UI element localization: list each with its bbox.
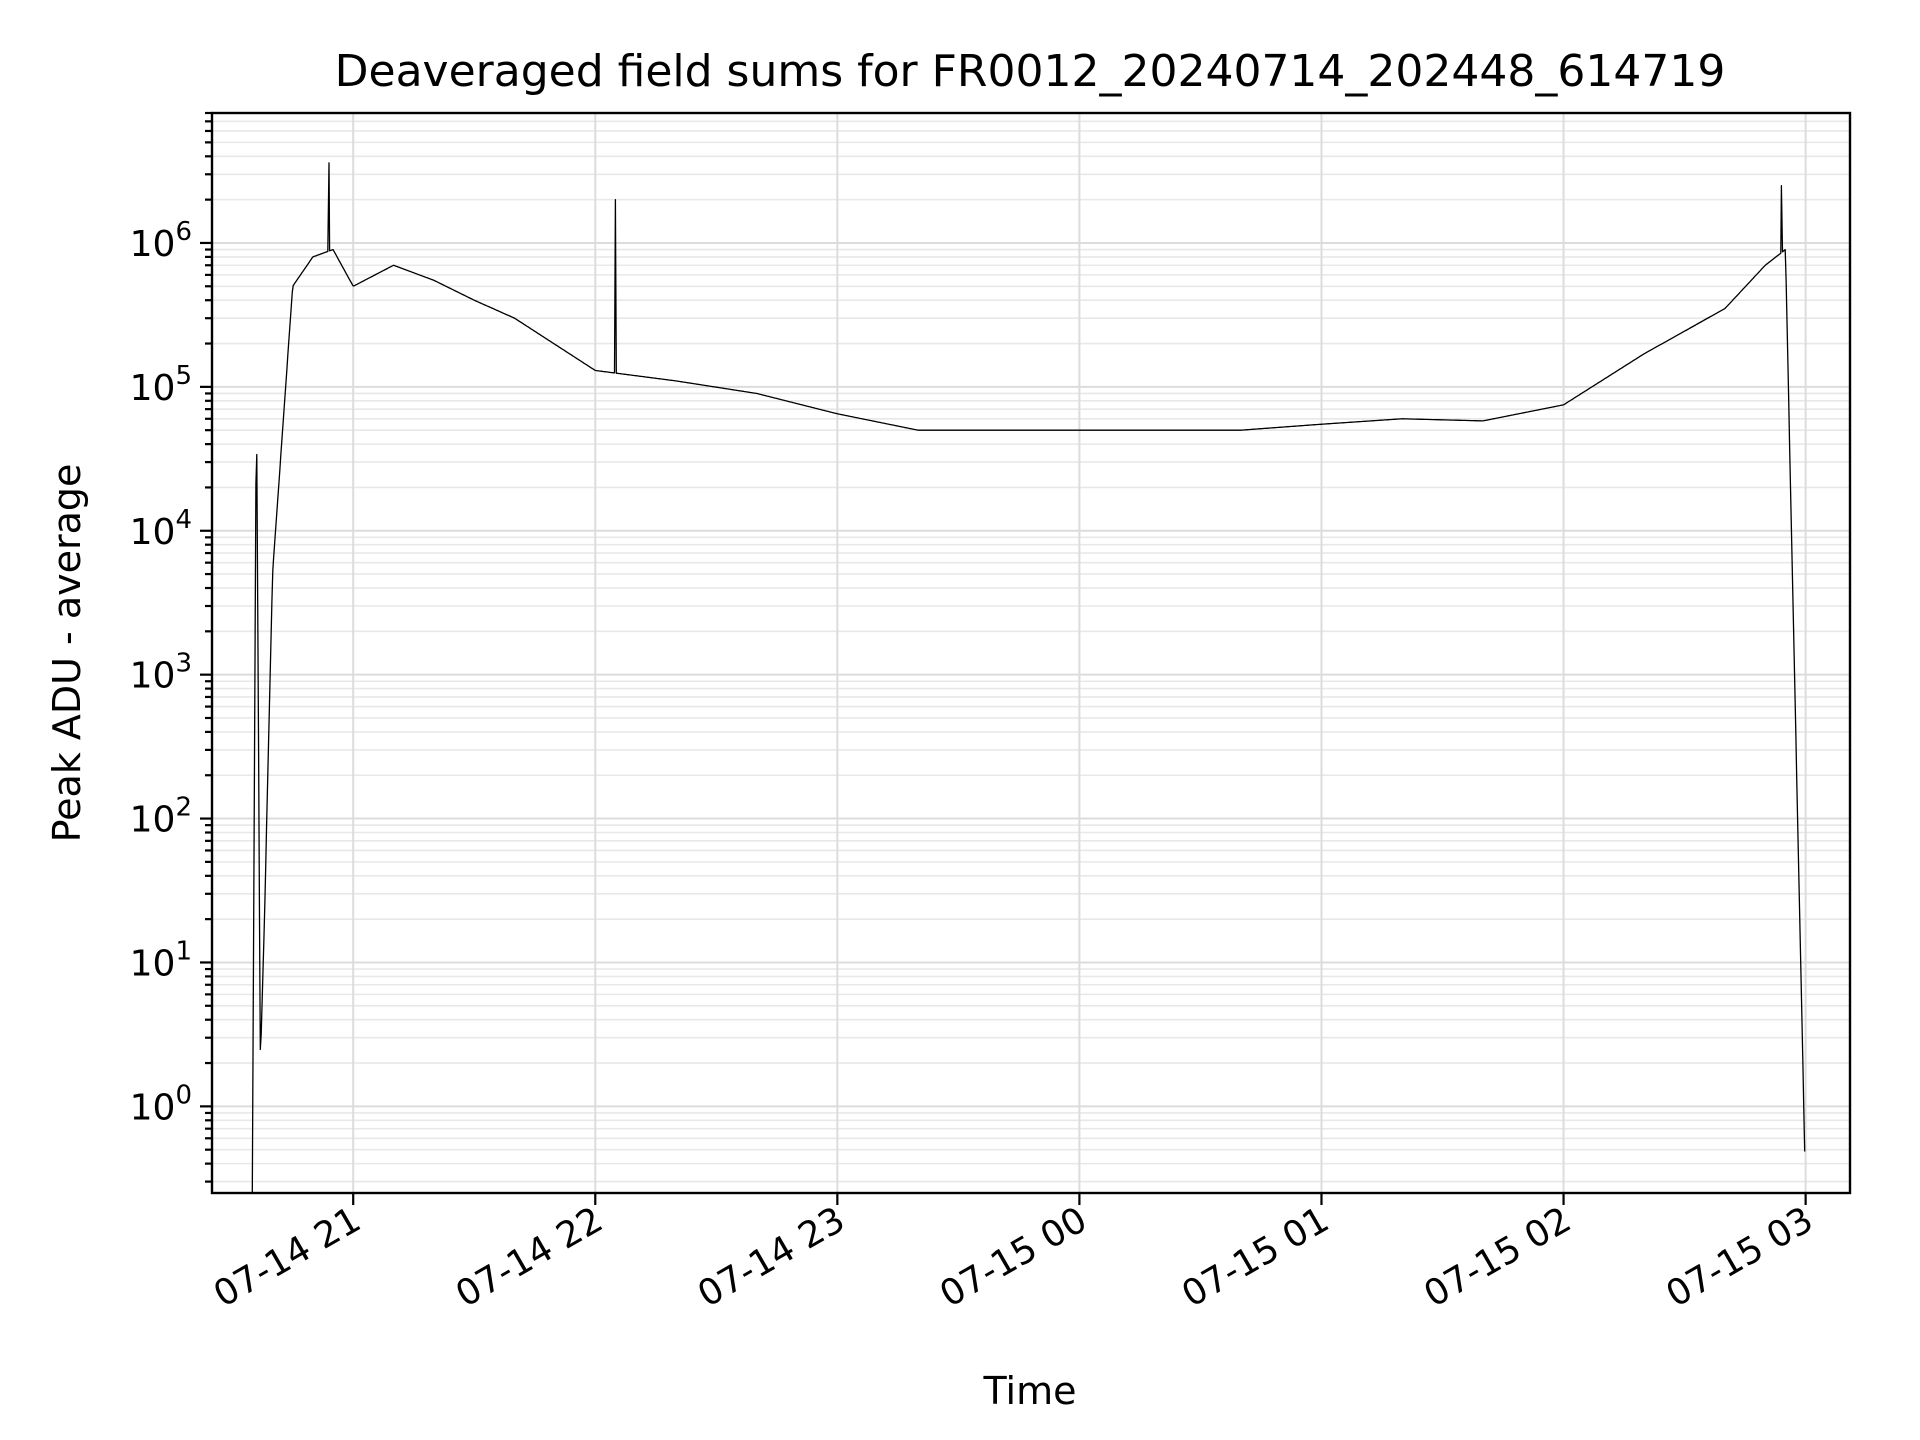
chart-title: Deaveraged field sums for FR0012_2024071… [335,46,1726,97]
y-tick-label-3: 103 [130,649,192,697]
series-line [251,162,1806,1194]
y-tick-exponent: 1 [175,936,192,966]
y-tick-label-6: 106 [130,217,192,265]
x-tick-label-0: 07-14 21 [207,1199,368,1315]
y-tick-exponent: 0 [175,1080,192,1110]
x-axis-label: Time [983,1369,1077,1413]
x-tick-label-1: 07-14 22 [449,1199,610,1315]
x-tick-label-3: 07-15 00 [933,1199,1094,1315]
y-axis-label: Peak ADU - average [45,464,89,843]
y-tick-base: 10 [130,368,176,409]
x-tick-label-5: 07-15 02 [1417,1199,1578,1315]
y-tick-label-1: 101 [130,936,192,984]
y-tick-exponent: 3 [175,649,192,679]
y-tick-exponent: 4 [175,505,192,535]
x-tick-label-4: 07-15 01 [1175,1199,1336,1315]
plot-frame [210,111,1852,1195]
y-tick-base: 10 [130,943,176,984]
x-tick-label-2: 07-14 23 [691,1199,852,1315]
y-tick-label-4: 104 [130,505,192,553]
y-tick-exponent: 6 [175,217,192,247]
y-tick-base: 10 [130,1087,176,1128]
x-tick-label-6: 07-15 03 [1659,1199,1820,1315]
y-tick-base: 10 [130,656,176,697]
y-tick-base: 10 [130,800,176,841]
y-tick-base: 10 [130,224,176,265]
y-tick-label-5: 105 [130,361,192,409]
x-axis: 07-14 21 07-14 22 07-14 23 07-15 00 07-15 01… [207,1193,1820,1316]
grid [212,112,1850,1193]
y-tick-exponent: 5 [175,361,192,391]
y-tick-label-0: 100 [130,1080,192,1128]
series-layer [251,162,1806,1194]
y-tick-exponent: 2 [175,793,192,823]
y-tick-label-2: 102 [130,793,192,841]
y-tick-base: 10 [130,512,176,553]
